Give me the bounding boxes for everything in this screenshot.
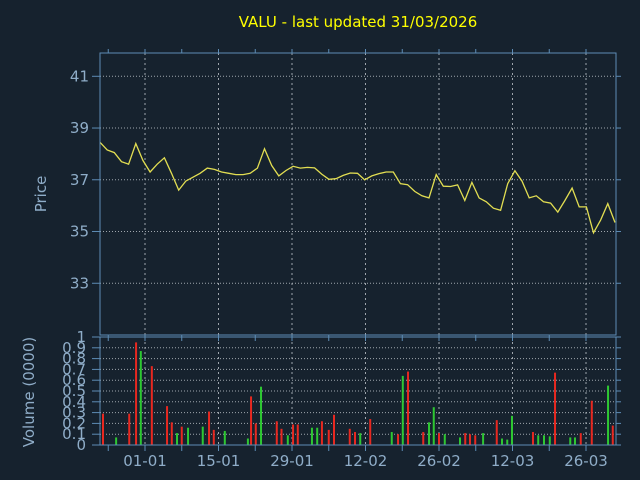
volume-bar [531, 432, 534, 445]
volume-bar [573, 437, 576, 445]
volume-bar [166, 406, 169, 445]
volume-bar [359, 433, 362, 445]
volume-bar [548, 436, 551, 445]
volume-bar [139, 351, 142, 445]
volume-tick-label: 0.3 [62, 404, 86, 422]
volume-tick-label: 0.7 [62, 360, 86, 378]
volume-bar [432, 407, 435, 445]
volume-tick-label: 0.4 [62, 393, 86, 411]
volume-bar [495, 420, 498, 445]
volume-bar [611, 425, 614, 445]
volume-bar [102, 413, 104, 445]
volume-bar [607, 385, 610, 445]
volume-bar [506, 439, 509, 445]
volume-bar [150, 366, 153, 445]
volume-bar [201, 426, 204, 445]
price-tick-label: 35 [70, 223, 89, 241]
volume-bar [254, 423, 257, 445]
volume-tick-label: 0.9 [62, 339, 86, 357]
volume-bar [212, 429, 215, 445]
price-axis-title: Price [32, 176, 50, 213]
volume-bar [292, 424, 295, 445]
date-tick-label: 01-01 [123, 452, 167, 470]
volume-bar [115, 437, 118, 445]
price-tick-label: 37 [70, 171, 89, 189]
volume-bar [310, 427, 313, 445]
date-tick-label: 12-02 [344, 452, 388, 470]
volume-bar [537, 435, 540, 445]
date-tick-label: 12-03 [491, 452, 535, 470]
price-tick-label: 41 [70, 67, 89, 85]
date-tick-label: 26-03 [564, 452, 608, 470]
date-tick-label: 26-02 [417, 452, 461, 470]
volume-bar [443, 434, 446, 445]
price-tick-label: 33 [70, 274, 89, 292]
volume-bar [464, 433, 467, 445]
volume-bar [401, 375, 404, 445]
chart-title: VALU - last updated 31/03/2026 [239, 13, 478, 31]
volume-axis-title: Volume (0000) [20, 337, 38, 447]
volume-bar [170, 422, 173, 445]
volume-bar [208, 411, 211, 445]
volume-bar [320, 421, 323, 445]
volume-bar [474, 435, 477, 445]
volume-bar [333, 414, 335, 445]
volume-tick-label: 0.1 [62, 425, 86, 443]
volume-tick-label: 0.6 [62, 371, 86, 389]
volume-bar [354, 432, 356, 445]
volume-bar [286, 435, 289, 445]
volume-bar [223, 430, 226, 445]
volume-tick-label: 0.2 [62, 414, 86, 432]
volume-tick-label: 1 [76, 328, 86, 346]
volume-bar [569, 437, 572, 445]
date-tick-label: 15-01 [197, 452, 241, 470]
volume-bar [459, 437, 461, 445]
volume-bar [397, 434, 400, 445]
volume-bar [296, 424, 299, 445]
volume-bar [407, 371, 410, 445]
volume-bar [316, 427, 319, 445]
volume-tick-label: 0.8 [62, 350, 86, 368]
volume-bar [438, 433, 440, 445]
volume-bar [348, 428, 351, 445]
volume-bar [482, 433, 485, 445]
date-tick-label: 29-01 [270, 452, 314, 470]
price-panel-border [99, 52, 617, 336]
volume-bar [428, 422, 431, 445]
volume-bar [280, 428, 283, 445]
volume-bar [128, 413, 131, 445]
volume-bar [327, 429, 330, 445]
volume-bar [590, 400, 593, 445]
volume-bar [579, 433, 582, 445]
volume-bar [501, 438, 503, 445]
volume-bar [246, 438, 249, 445]
price-tick-label: 39 [70, 119, 89, 137]
volume-bar [422, 432, 425, 445]
volume-bar [135, 342, 138, 445]
volume-bar [250, 396, 253, 445]
volume-bar [390, 432, 393, 445]
volume-tick-label: 0 [76, 436, 86, 454]
volume-bar [176, 433, 179, 445]
volume-bar [187, 427, 190, 445]
volume-bar [369, 419, 372, 445]
volume-tick-label: 0.5 [62, 382, 86, 400]
price-line [99, 141, 616, 235]
volume-bar [468, 434, 471, 445]
volume-bar [554, 372, 557, 445]
volume-bar [275, 421, 278, 445]
volume-bar [180, 426, 183, 445]
volume-bar [510, 415, 513, 445]
volume-bar [260, 386, 263, 445]
volume-bar [543, 435, 545, 445]
